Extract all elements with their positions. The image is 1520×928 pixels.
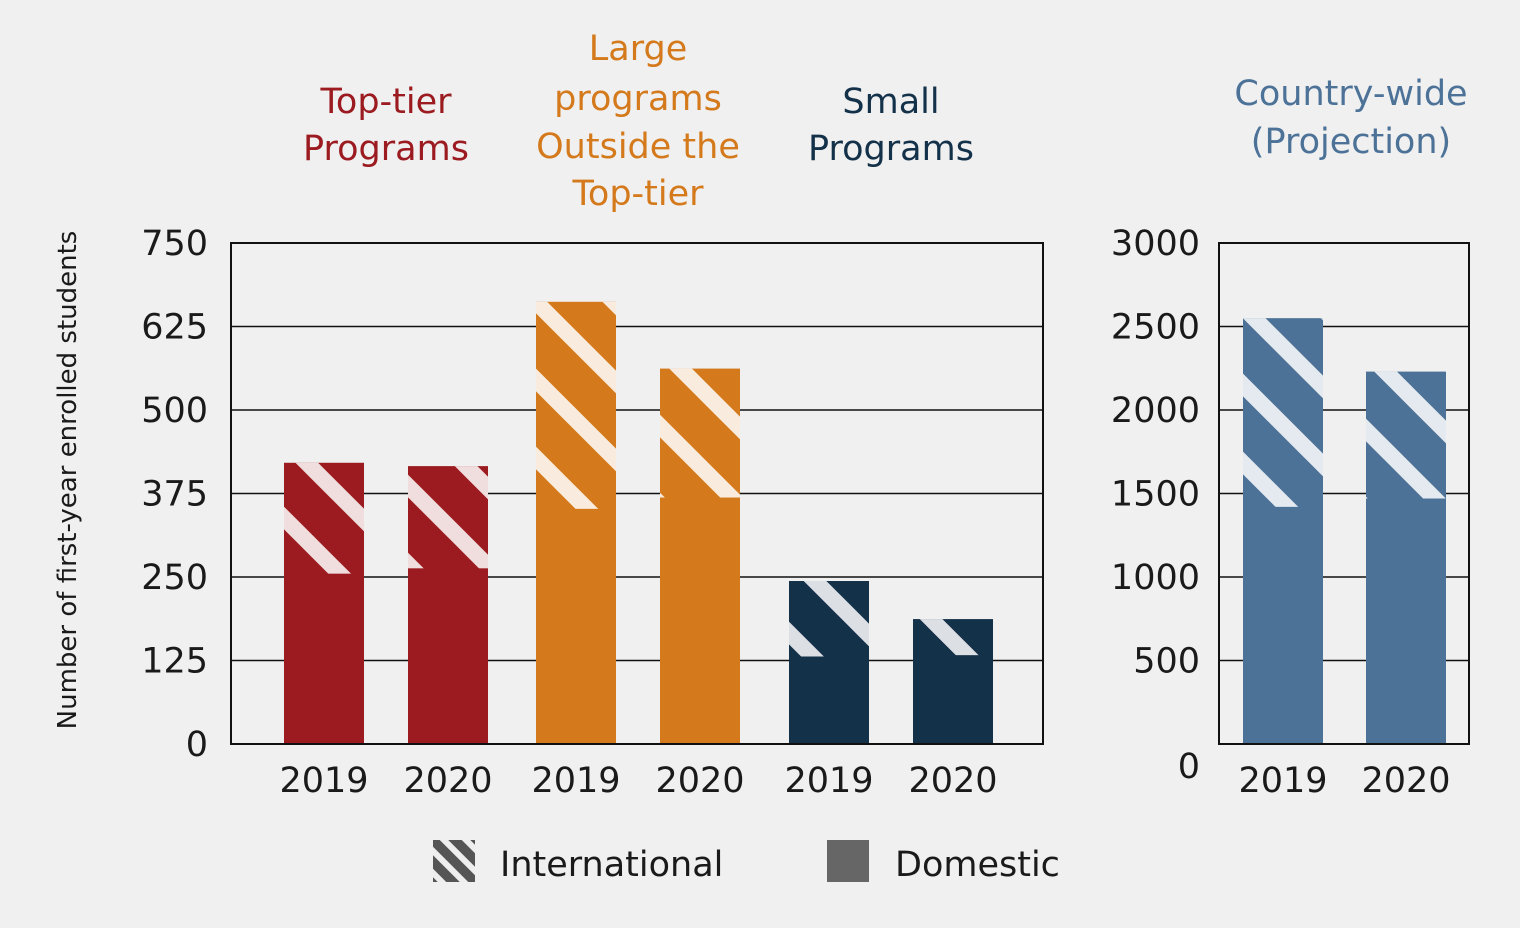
bar-domestic: [284, 573, 364, 744]
hatched-square-icon-stripes: [433, 840, 475, 882]
x-tick-label: 2019: [531, 761, 620, 801]
group-title: Large: [589, 29, 687, 69]
y-axis-label: Number of first-year enrolled students: [53, 231, 83, 730]
bar-international-hatch: [1243, 318, 1323, 507]
y-tick-label: 1000: [1111, 558, 1200, 598]
plot-frame: [1218, 242, 1470, 745]
y-tick-label: 3000: [1111, 224, 1200, 264]
x-tick-label: 2019: [784, 761, 873, 801]
y-tick-label: 750: [141, 224, 208, 264]
bar-international-hatch: [284, 462, 364, 574]
x-tick-label: 2019: [1238, 761, 1327, 801]
x-tick-label: 2019: [279, 761, 368, 801]
bar-international-hatch: [913, 619, 993, 656]
y-tick-label: 1500: [1111, 475, 1200, 515]
group-title: Top-tier: [319, 82, 452, 122]
right-panel: Country-wide (Projection) 0 500 1000 1500 2000…: [1111, 74, 1470, 801]
bar-domestic: [913, 655, 993, 744]
y-tick-label: 125: [141, 642, 208, 682]
bar-domestic: [1243, 506, 1323, 744]
panel-title: Country-wide: [1234, 74, 1467, 114]
bar-international-hatch: [789, 581, 869, 657]
y-tick-label: 500: [141, 391, 208, 431]
bar-domestic: [660, 497, 740, 744]
group-title: Outside the: [536, 127, 740, 167]
y-tick-label: 500: [1133, 642, 1200, 682]
legend-label: International: [500, 845, 723, 885]
x-tick-label: 2020: [908, 761, 997, 801]
y-tick-label: 250: [141, 558, 208, 598]
y-tick-label: 375: [141, 475, 208, 515]
bar-domestic: [1366, 498, 1446, 744]
group-title: Top-tier: [571, 174, 704, 214]
x-tick-label: 2020: [1361, 761, 1450, 801]
y-tick-label: 625: [141, 308, 208, 348]
y-tick-label: 0: [186, 725, 208, 765]
y-tick-label: 2000: [1111, 391, 1200, 431]
legend: International Domestic: [433, 840, 1060, 885]
group-title: programs: [554, 79, 722, 119]
y-tick-label: 2500: [1111, 308, 1200, 348]
plot-frame: [230, 242, 1044, 745]
group-title: Small: [842, 82, 939, 122]
panel-title: (Projection): [1251, 122, 1451, 162]
group-title: Programs: [808, 129, 974, 169]
bar-international-hatch: [1366, 371, 1446, 499]
legend-label: Domestic: [895, 845, 1060, 885]
left-panel: Top-tier Programs Large programs Outside the…: [53, 29, 1044, 801]
x-tick-label: 2020: [655, 761, 744, 801]
y-tick-label: 0: [1178, 747, 1200, 787]
x-tick-label: 2020: [403, 761, 492, 801]
bar-international-hatch: [408, 466, 488, 569]
bar-international-hatch: [536, 301, 616, 509]
bar-international-hatch: [660, 368, 740, 498]
bar-domestic: [536, 508, 616, 744]
solid-square-icon: [827, 840, 869, 882]
bar-domestic: [408, 568, 488, 744]
group-title: Programs: [303, 129, 469, 169]
bar-domestic: [789, 656, 869, 744]
